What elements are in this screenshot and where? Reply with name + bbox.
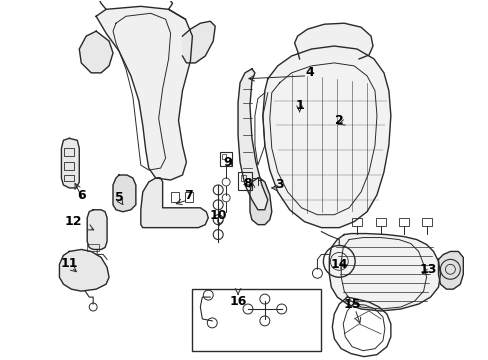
Bar	[421, 218, 431, 226]
Text: 8: 8	[243, 177, 252, 190]
Bar	[398, 218, 408, 226]
Text: 6: 6	[77, 189, 85, 202]
Text: 13: 13	[419, 263, 436, 276]
Text: 14: 14	[330, 258, 347, 271]
Text: 10: 10	[209, 209, 226, 222]
Polygon shape	[61, 138, 79, 188]
Bar	[241, 175, 245, 181]
Polygon shape	[79, 31, 113, 73]
Text: 11: 11	[61, 257, 78, 270]
Bar	[87, 243, 99, 251]
Text: 16: 16	[229, 294, 246, 307]
Text: 12: 12	[64, 215, 82, 228]
Text: 7: 7	[183, 189, 192, 202]
Bar	[238, 172, 251, 190]
Polygon shape	[438, 251, 462, 289]
Polygon shape	[294, 23, 372, 59]
Bar	[375, 218, 385, 226]
Text: 15: 15	[343, 297, 360, 311]
Polygon shape	[328, 234, 440, 311]
Bar	[64, 175, 74, 181]
Bar	[222, 154, 225, 159]
Text: 9: 9	[224, 156, 232, 168]
Text: 4: 4	[305, 66, 313, 79]
Polygon shape	[249, 178, 271, 225]
Bar	[220, 152, 232, 166]
Text: 5: 5	[114, 192, 123, 204]
Text: 3: 3	[275, 179, 284, 192]
Bar	[185, 192, 193, 202]
Polygon shape	[60, 249, 109, 291]
Bar	[351, 218, 361, 226]
Bar	[170, 192, 178, 202]
Polygon shape	[113, 175, 136, 212]
Bar	[192, 289, 321, 351]
Polygon shape	[141, 178, 208, 228]
Polygon shape	[87, 210, 107, 249]
Polygon shape	[96, 6, 192, 180]
Text: 1: 1	[295, 99, 304, 112]
Bar	[64, 148, 74, 156]
Bar	[64, 162, 74, 170]
Polygon shape	[238, 69, 267, 210]
Text: 2: 2	[334, 114, 343, 127]
Polygon shape	[182, 21, 215, 63]
Polygon shape	[263, 46, 390, 228]
